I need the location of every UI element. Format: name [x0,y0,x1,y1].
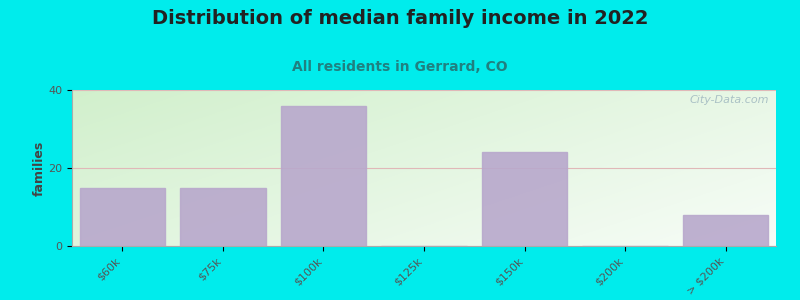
Bar [281,106,366,246]
Text: All residents in Gerrard, CO: All residents in Gerrard, CO [292,60,508,74]
Text: City-Data.com: City-Data.com [690,95,769,105]
Y-axis label: families: families [32,140,46,196]
Bar [482,152,567,246]
Bar [683,215,769,246]
Text: Distribution of median family income in 2022: Distribution of median family income in … [152,9,648,28]
Bar [180,188,266,246]
Bar [79,188,165,246]
